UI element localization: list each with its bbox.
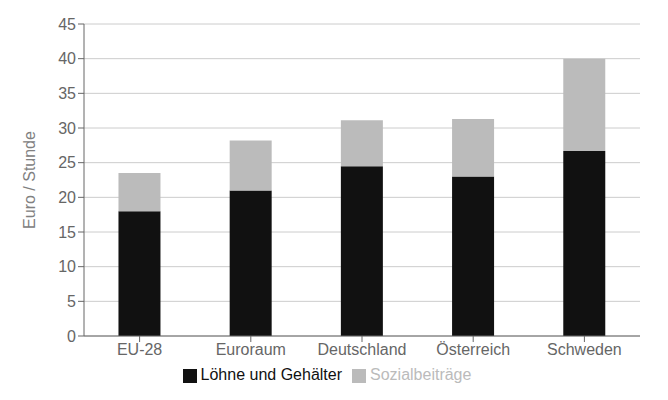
- svg-text:25: 25: [58, 154, 76, 171]
- svg-text:40: 40: [58, 50, 76, 67]
- svg-text:15: 15: [58, 224, 76, 241]
- svg-text:Deutschland: Deutschland: [318, 341, 407, 358]
- svg-text:EU-28: EU-28: [117, 341, 162, 358]
- svg-text:45: 45: [58, 16, 76, 33]
- svg-text:Österreich: Österreich: [436, 341, 510, 358]
- svg-text:30: 30: [58, 120, 76, 137]
- svg-text:10: 10: [58, 258, 76, 275]
- svg-text:Schweden: Schweden: [547, 341, 622, 358]
- html-text:Löhne und Gehälter: Löhne und Gehälter: [200, 366, 342, 383]
- svg-text:Euro / Stunde: Euro / Stunde: [21, 131, 38, 229]
- svg-text:20: 20: [58, 189, 76, 206]
- svg-text:5: 5: [67, 293, 76, 310]
- svg-text:0: 0: [67, 328, 76, 345]
- html-text:Sozialbeiträge: Sozialbeiträge: [370, 366, 472, 383]
- svg-text:35: 35: [58, 85, 76, 102]
- svg-text:Euroraum: Euroraum: [216, 341, 286, 358]
